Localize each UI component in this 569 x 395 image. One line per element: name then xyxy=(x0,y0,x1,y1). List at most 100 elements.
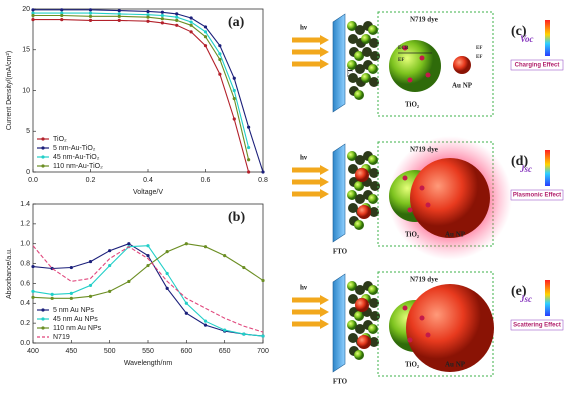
series-marker xyxy=(146,15,150,19)
tio2-particle xyxy=(348,203,358,213)
series-marker xyxy=(88,18,93,23)
light-label: hν xyxy=(300,284,308,292)
legend-marker xyxy=(41,308,45,312)
series-marker xyxy=(242,332,246,336)
series-marker xyxy=(146,244,150,248)
dye-molecule xyxy=(407,207,413,213)
series-marker xyxy=(88,259,93,264)
series-marker xyxy=(160,13,164,18)
tio2-particle xyxy=(369,77,379,87)
y-tick-label: 15 xyxy=(22,47,30,54)
x-tick-label: 0.8 xyxy=(258,177,268,184)
tio2-particle xyxy=(347,60,357,70)
series-marker xyxy=(223,254,227,258)
series-line xyxy=(32,245,264,333)
light-arrow-head xyxy=(320,165,329,175)
tio2-particle xyxy=(354,51,364,61)
y-axis-label: Current Density/(mA/cm²) xyxy=(6,51,13,130)
series-marker xyxy=(160,17,164,21)
tio2-particle xyxy=(368,155,378,165)
x-tick-label: 0.6 xyxy=(201,177,211,184)
tio2-particle xyxy=(348,294,358,304)
light-arrow-head xyxy=(320,307,329,317)
tio2-particle xyxy=(368,64,378,74)
series-marker xyxy=(146,13,150,17)
inset-box xyxy=(377,271,494,377)
series-marker xyxy=(108,249,112,253)
tio2-particle xyxy=(348,34,358,44)
energy-level-label: ECB xyxy=(398,46,409,51)
au-particle xyxy=(355,168,369,182)
series-line xyxy=(33,14,250,160)
legend-marker xyxy=(41,317,45,321)
tio2-particle xyxy=(369,168,379,178)
series-marker xyxy=(50,292,54,296)
tio2-particle xyxy=(347,320,357,330)
tio2-particle xyxy=(348,164,358,174)
quantity-label: Voc xyxy=(520,34,534,44)
series-marker xyxy=(247,158,251,162)
y-tick-label: 1.0 xyxy=(20,241,30,248)
series-marker xyxy=(50,296,54,300)
series-marker xyxy=(184,301,188,305)
legend-marker xyxy=(41,164,45,168)
light-arrow xyxy=(292,321,320,327)
y-tick-label: 5 xyxy=(26,128,30,135)
legend-label: 110 nm Au NPs xyxy=(53,325,102,332)
series-marker xyxy=(175,18,179,23)
series-marker xyxy=(127,242,131,246)
light-arrow-head xyxy=(320,177,329,187)
light-arrow-head xyxy=(320,189,329,199)
dye-molecule xyxy=(419,315,425,321)
series-marker xyxy=(189,20,193,24)
x-tick-label: 550 xyxy=(142,348,154,355)
dye-molecule xyxy=(425,72,431,78)
legend-marker xyxy=(41,137,45,141)
series-marker xyxy=(146,254,150,258)
tio2-particle xyxy=(355,155,365,165)
series-marker xyxy=(88,8,93,12)
series-marker xyxy=(31,11,35,15)
light-arrow xyxy=(292,179,320,185)
light-arrow xyxy=(292,61,320,67)
series-line xyxy=(33,19,250,173)
y-tick-label: 1.2 xyxy=(20,221,30,228)
series-line xyxy=(32,243,264,299)
series-marker xyxy=(261,278,265,283)
light-arrow xyxy=(292,297,320,303)
y-tick-label: 0.2 xyxy=(20,320,30,327)
series-marker xyxy=(189,16,193,20)
series-marker xyxy=(175,15,179,19)
tio2-particle xyxy=(354,350,364,360)
series-marker xyxy=(232,88,236,93)
effect-bar xyxy=(545,150,550,186)
series-marker xyxy=(247,145,251,150)
dye-molecule xyxy=(402,175,408,181)
tio2-particle xyxy=(362,47,372,57)
legend-marker xyxy=(41,155,45,159)
x-tick-label: 450 xyxy=(65,348,77,355)
tio2-particle xyxy=(355,64,365,74)
series-marker xyxy=(218,57,222,62)
effect-box xyxy=(510,319,564,331)
au-particle xyxy=(355,298,369,312)
series-marker xyxy=(223,328,227,332)
tio2-particle xyxy=(354,311,364,321)
tio2-particle xyxy=(347,21,357,31)
tio2-particle xyxy=(354,181,364,191)
light-arrow-head xyxy=(320,35,329,45)
series-marker xyxy=(218,72,222,76)
series-marker xyxy=(108,263,112,268)
effect-label: Plasmonic Effect xyxy=(513,193,561,199)
series-marker xyxy=(160,21,164,25)
dye-molecule xyxy=(407,77,413,83)
series-marker xyxy=(189,23,193,27)
oxide-label: TiO₂ xyxy=(405,231,419,239)
tio2-particle xyxy=(355,285,365,295)
fto-plate xyxy=(332,143,346,243)
legend-label: TiO₂ xyxy=(53,136,67,143)
series-marker xyxy=(261,334,265,338)
x-tick-label: 650 xyxy=(219,348,231,355)
